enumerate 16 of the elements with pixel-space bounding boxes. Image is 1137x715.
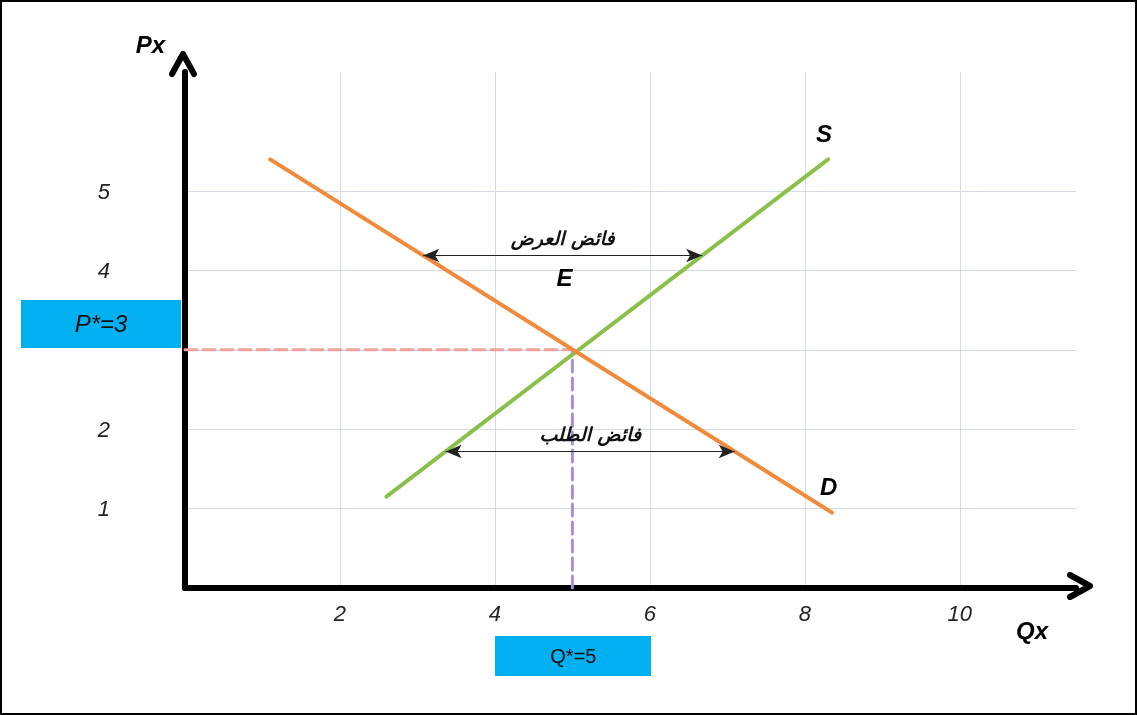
y-tick-label: 1 — [97, 496, 110, 522]
y-tick-label: 2 — [96, 416, 110, 442]
x-axis-title: Qx — [1016, 616, 1050, 644]
series-label: S — [816, 119, 833, 147]
x-tick-label: 10 — [947, 600, 973, 626]
annotation: E — [555, 263, 574, 292]
y-tick-label: 5 — [97, 178, 111, 204]
y-tick-label: 4 — [97, 257, 110, 283]
x-tick-label: 2 — [332, 600, 347, 626]
x-tick-label: 8 — [798, 600, 812, 626]
x-tick-label: 4 — [488, 600, 502, 626]
series-label: D — [819, 473, 838, 501]
y-axis-title: Px — [135, 30, 167, 58]
x-tick-label: 6 — [643, 600, 657, 626]
annotation: فائض الطلب — [539, 422, 642, 446]
annotation: فائض العرض — [509, 227, 616, 251]
